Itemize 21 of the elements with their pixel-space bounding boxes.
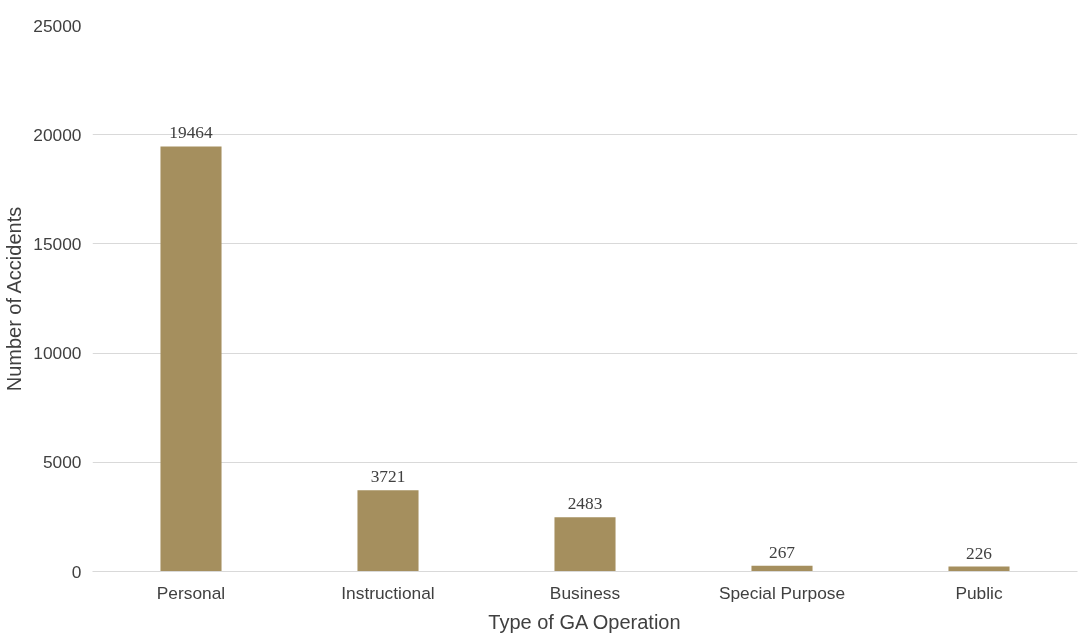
y-tick-label: 0 (71, 561, 82, 582)
bar (357, 490, 419, 572)
y-tick-label: 25000 (33, 15, 82, 36)
x-tick-label: Personal (156, 582, 226, 603)
bar (554, 517, 616, 572)
data-label: 226 (966, 543, 993, 563)
x-tick-label: Special Purpose (718, 582, 846, 603)
x-axis-title: Type of GA Operation (488, 610, 681, 633)
data-label: 267 (769, 542, 796, 562)
y-tick-label: 5000 (42, 452, 82, 473)
y-axis-title: Number of Accidents (3, 206, 26, 392)
data-label: 2483 (567, 494, 603, 514)
x-tick-label: Business (549, 582, 621, 603)
data-label: 19464 (169, 123, 213, 143)
x-tick-label: Public (955, 582, 1003, 603)
y-tick-label: 10000 (33, 343, 82, 364)
y-tick-label: 15000 (33, 233, 82, 254)
y-tick-label: 20000 (33, 124, 82, 145)
x-tick-label: Instructional (341, 582, 435, 603)
bar (160, 146, 222, 572)
data-label: 3721 (370, 467, 406, 487)
